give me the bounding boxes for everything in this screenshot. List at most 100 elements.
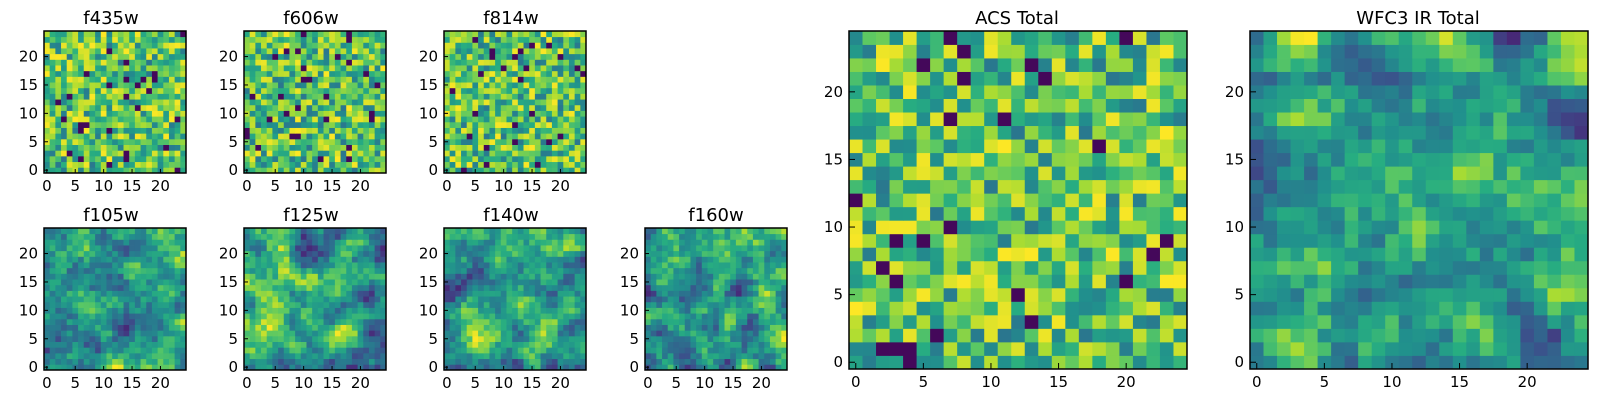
heatmap-cell	[106, 233, 113, 240]
heatmap-cell	[574, 267, 581, 274]
heatmap-cell	[351, 121, 358, 128]
heatmap-cell	[55, 307, 62, 314]
heatmap-cell	[679, 313, 686, 320]
heatmap-cell	[752, 279, 759, 286]
heatmap-cell	[696, 313, 703, 320]
heatmap-cell	[461, 133, 468, 140]
heatmap-cell	[174, 116, 181, 123]
heatmap-cell	[374, 65, 381, 72]
heatmap-cell	[735, 330, 742, 337]
heatmap-cell	[55, 155, 62, 163]
heatmap-cell	[266, 144, 273, 151]
heatmap-cell	[876, 274, 890, 289]
heatmap-cell	[466, 341, 473, 348]
heatmap-cell	[157, 279, 164, 286]
heatmap-cell	[300, 301, 307, 308]
heatmap-cell	[168, 347, 176, 354]
heatmap-cell	[140, 347, 147, 354]
heatmap-cell	[55, 150, 62, 157]
heatmap-cell	[970, 260, 985, 275]
heatmap-cell	[180, 279, 187, 286]
heatmap-cell	[95, 233, 102, 240]
heatmap-cell	[44, 324, 51, 331]
heatmap-cell	[89, 138, 96, 145]
heatmap-cell	[261, 262, 268, 269]
y-tick-label: 20	[419, 245, 438, 263]
heatmap-cell	[180, 133, 187, 140]
heatmap-cell	[696, 364, 703, 371]
heatmap-cell	[283, 324, 290, 331]
heatmap-cell	[244, 262, 251, 269]
heatmap-cell	[306, 313, 313, 320]
heatmap-cell	[489, 335, 496, 342]
heatmap-cell	[49, 233, 56, 240]
heatmap-cell	[478, 279, 485, 286]
heatmap-cell	[563, 267, 570, 274]
heatmap-cell	[764, 284, 771, 291]
heatmap-cell	[512, 290, 519, 297]
heatmap-cell	[357, 70, 364, 77]
heatmap-cell	[261, 87, 268, 94]
heatmap-cell	[112, 318, 119, 325]
heatmap-cell	[312, 284, 319, 291]
heatmap-cell	[249, 31, 256, 38]
heatmap-cell	[849, 152, 863, 167]
heatmap-cell	[255, 93, 262, 100]
heatmap-cell	[334, 341, 341, 348]
heatmap-cell	[151, 82, 158, 89]
heatmap-cell	[163, 110, 170, 117]
heatmap-cell	[340, 59, 347, 66]
heatmap-cell	[862, 152, 877, 167]
heatmap-cell	[650, 347, 657, 354]
heatmap-cell	[449, 59, 456, 66]
heatmap-cell	[289, 341, 296, 348]
heatmap-cell	[506, 290, 513, 297]
heatmap-cell	[455, 313, 462, 320]
heatmap-cell	[140, 318, 147, 325]
heatmap-cell	[713, 313, 720, 320]
heatmap-cell	[563, 290, 570, 297]
x-tick-label: 10	[494, 177, 513, 195]
heatmap-cell	[747, 233, 754, 240]
heatmap-cell	[466, 133, 473, 140]
heatmap-cell	[134, 70, 141, 77]
heatmap-cell	[340, 233, 347, 240]
heatmap-cell	[764, 279, 771, 286]
heatmap-cell	[500, 347, 507, 354]
panel-title: f160w	[688, 205, 743, 226]
heatmap-cell	[529, 104, 536, 111]
heatmap-cell	[1078, 139, 1093, 154]
heatmap-cell	[117, 301, 124, 308]
heatmap-cell	[523, 335, 530, 342]
heatmap-cell	[117, 150, 124, 157]
heatmap-cell	[72, 144, 79, 151]
heatmap-cell	[876, 139, 890, 154]
heatmap-cell	[758, 284, 765, 291]
heatmap-cell	[117, 167, 124, 174]
heatmap-cell	[461, 144, 468, 151]
heatmap-cell	[529, 36, 536, 43]
heatmap-cell	[546, 290, 553, 297]
heatmap-cell	[323, 233, 330, 240]
heatmap-cell	[283, 42, 290, 49]
heatmap-cell	[140, 70, 147, 77]
heatmap-cell	[357, 144, 364, 151]
heatmap-cell	[300, 99, 307, 106]
heatmap-cell	[180, 318, 187, 325]
heatmap-cell	[546, 228, 553, 235]
heatmap-cell	[295, 273, 302, 280]
heatmap-cell	[696, 296, 703, 303]
heatmap-cell	[916, 355, 931, 370]
heatmap-cell	[180, 313, 187, 320]
heatmap-cell	[730, 245, 737, 252]
heatmap-cell	[357, 42, 364, 49]
heatmap-cell	[758, 290, 765, 297]
heatmap-cell	[957, 314, 972, 329]
heatmap-cell	[49, 330, 56, 337]
heatmap-cell	[340, 155, 347, 163]
heatmap-cell	[523, 161, 530, 168]
heatmap-cell	[551, 290, 558, 297]
heatmap-cell	[272, 228, 279, 235]
heatmap-cell	[684, 267, 691, 274]
heatmap-cell	[724, 279, 731, 286]
